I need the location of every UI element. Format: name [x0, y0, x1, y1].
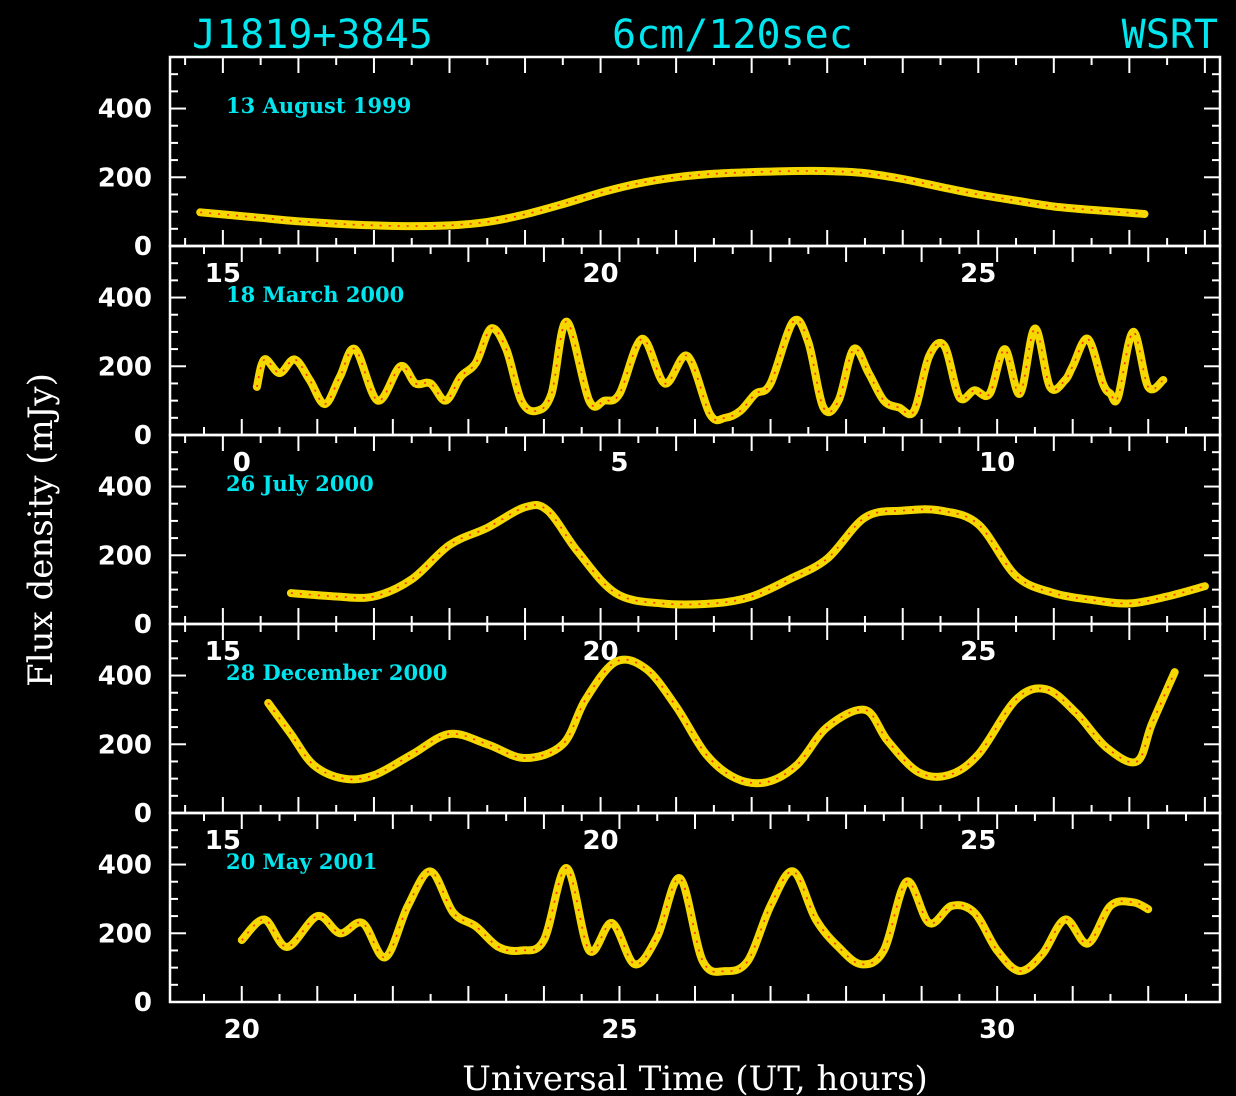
x-tick-label: 10 — [979, 448, 1015, 478]
y-tick-label: 400 — [98, 473, 152, 503]
y-tick-label: 200 — [98, 919, 152, 949]
x-tick-label: 25 — [960, 259, 996, 289]
x-tick-label: 0 — [233, 448, 251, 478]
panel-date-label: 28 December 2000 — [226, 660, 447, 685]
series-points — [256, 319, 1164, 421]
x-axis-label: Universal Time (UT, hours) — [462, 1059, 928, 1096]
x-tick-label: 20 — [582, 826, 618, 856]
series-line — [286, 501, 1209, 609]
x-tick-label: 25 — [601, 1015, 637, 1045]
series-line — [264, 655, 1179, 788]
title-telescope: WSRT — [1122, 12, 1218, 58]
title-source: J1819+3845 — [192, 12, 433, 58]
x-tick-label: 15 — [205, 259, 241, 289]
y-tick-label: 200 — [98, 541, 152, 571]
y-tick-label: 400 — [98, 851, 152, 881]
title-band: 6cm/120sec — [612, 12, 853, 58]
y-tick-label: 200 — [98, 163, 152, 193]
y-tick-label: 200 — [98, 730, 152, 760]
panel-date-label: 18 March 2000 — [226, 282, 404, 307]
x-tick-label: 5 — [610, 448, 628, 478]
x-tick-label: 30 — [979, 1015, 1015, 1045]
y-tick-label: 0 — [134, 610, 152, 640]
x-tick-label: 20 — [224, 1015, 260, 1045]
series-line — [237, 863, 1153, 976]
x-tick-label: 20 — [582, 259, 618, 289]
y-tick-label: 400 — [98, 284, 152, 314]
series-line — [196, 166, 1149, 231]
y-tick-label: 0 — [134, 232, 152, 262]
y-tick-label: 0 — [134, 421, 152, 451]
x-tick-label: 15 — [205, 637, 241, 667]
panel-2: 0 5 10 0 200 400 18 March 2000 — [98, 244, 1222, 478]
y-tick-label: 0 — [134, 988, 152, 1018]
y-tick-label: 200 — [98, 352, 152, 382]
panel-date-label: 26 July 2000 — [226, 471, 374, 496]
y-tick-label: 400 — [98, 662, 152, 692]
panel-5: 20 25 30 0 200 400 20 May 2001 — [98, 811, 1222, 1045]
y-tick-label: 400 — [98, 95, 152, 125]
x-tick-label: 25 — [960, 826, 996, 856]
panel-4: 15 20 25 0 200 400 28 December 2000 — [98, 622, 1222, 856]
x-tick-label: 25 — [960, 637, 996, 667]
x-tick-label: 15 — [205, 826, 241, 856]
panel-date-label: 13 August 1999 — [226, 93, 411, 118]
panel-date-label: 20 May 2001 — [226, 849, 377, 874]
y-axis-label: Flux density (mJy) — [21, 373, 61, 687]
y-tick-label: 0 — [134, 799, 152, 829]
